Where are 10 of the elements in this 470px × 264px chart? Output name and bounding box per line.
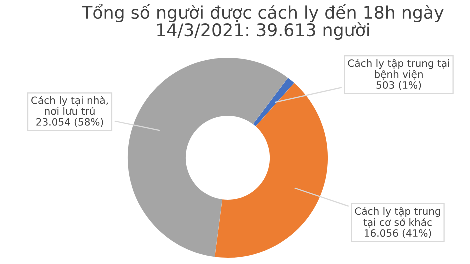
donut-slice: [215, 83, 328, 258]
data-label: 16.056 (41%): [365, 229, 432, 238]
data-label: 23.054 (58%): [36, 118, 104, 128]
donut-slice: [253, 78, 294, 127]
data-label: 503 (1%): [376, 81, 422, 90]
slice-label: Cách ly tại nhà, nơi lưu trú: [32, 96, 108, 116]
chart-title: Tổng số người được cách ly đến 18h ngày 14/3/2021: 39.613 người: [82, 4, 444, 40]
donut-slice: [128, 58, 288, 258]
slice-label: Cách ly tập trung tại cơ sở khác: [355, 206, 440, 228]
slice-label: Cách ly tập trung tại bệnh viện: [348, 59, 450, 80]
